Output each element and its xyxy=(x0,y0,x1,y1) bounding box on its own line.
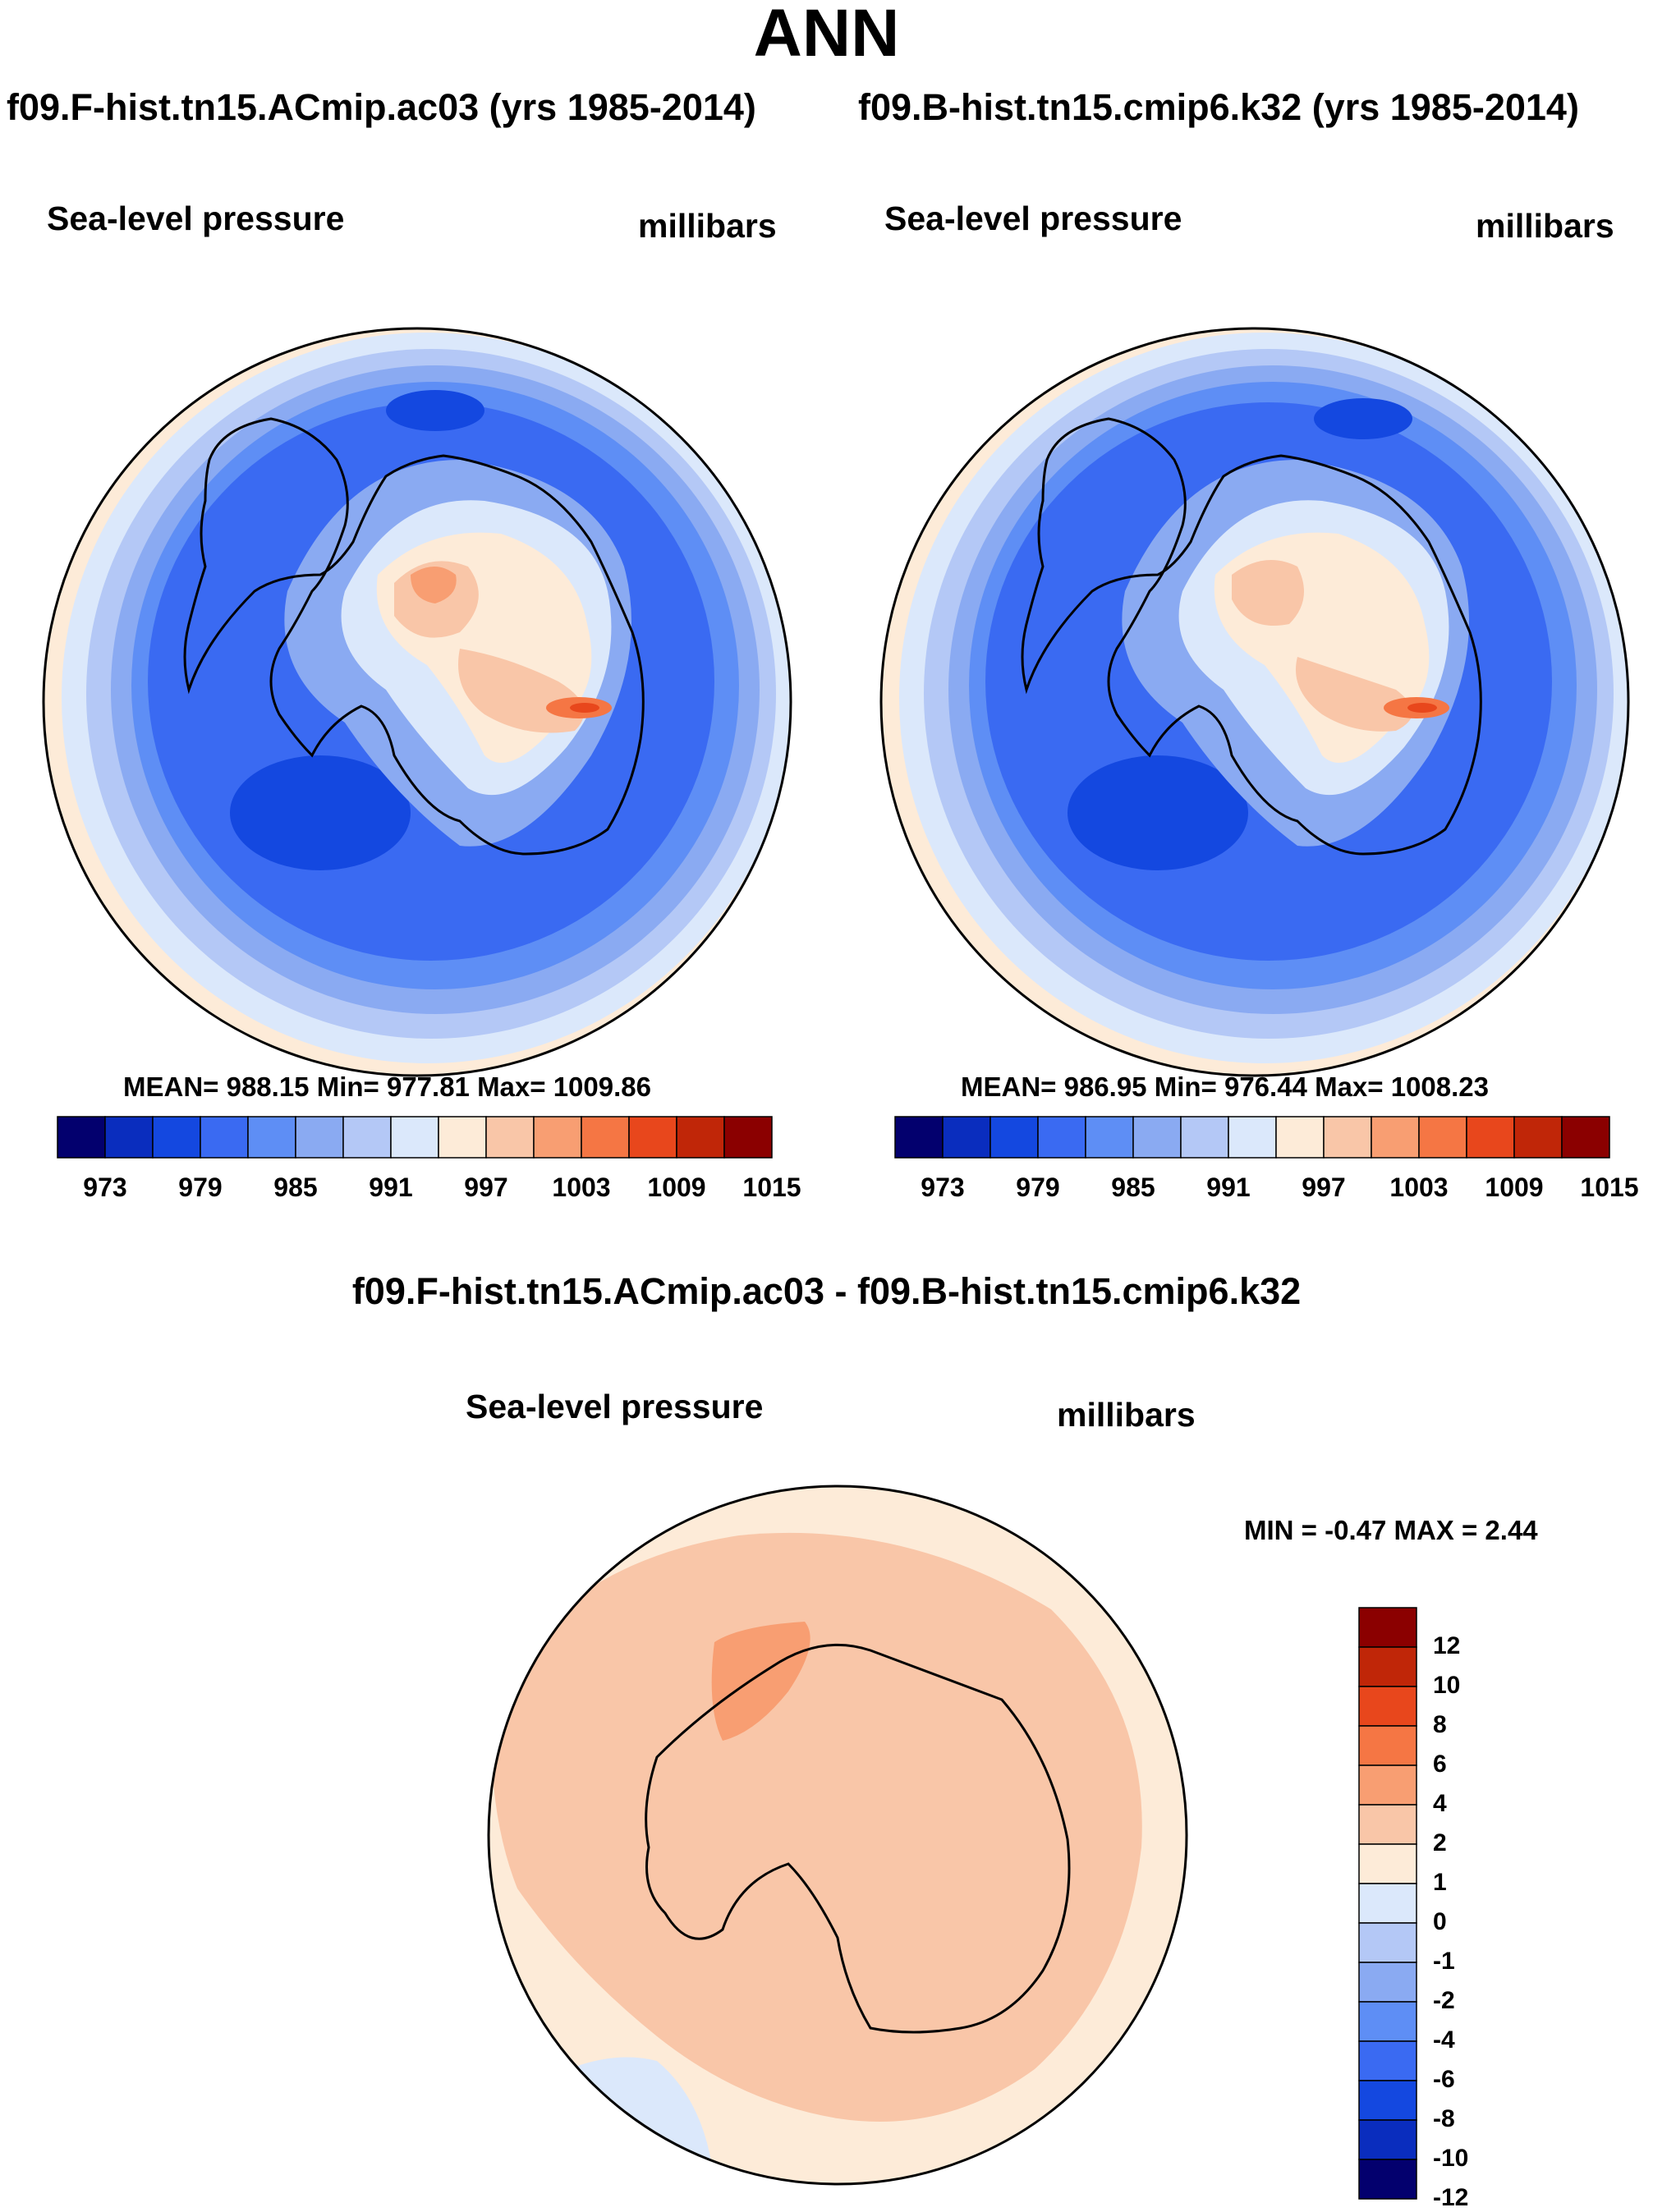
left-map xyxy=(44,328,791,1076)
diff-variable-label: Sea-level pressure xyxy=(466,1388,764,1425)
left-case-title: f09.F-hist.tn15.ACmip.ac03 (yrs 1985-201… xyxy=(7,86,756,128)
left-colorbar-box xyxy=(247,1116,296,1159)
right-colorbar-box xyxy=(942,1116,991,1159)
right-colorbar-box xyxy=(1228,1116,1277,1159)
diff-colorbar-tick: 1 xyxy=(1433,1869,1447,1896)
left-colorbar-box xyxy=(628,1116,677,1159)
diff-colorbar-box xyxy=(1358,1607,1417,1648)
diff-colorbar-tick: 2 xyxy=(1433,1829,1447,1856)
left-colorbar-tick: 997 xyxy=(464,1173,508,1202)
diff-colorbar-tick: -6 xyxy=(1433,2066,1455,2093)
diff-colorbar-box xyxy=(1358,2159,1417,2200)
right-colorbar-box xyxy=(1132,1116,1182,1159)
right-colorbar-box xyxy=(1180,1116,1229,1159)
diff-colorbar-box xyxy=(1358,1686,1417,1727)
diff-title: f09.F-hist.tn15.ACmip.ac03 - f09.B-hist.… xyxy=(351,1270,1302,1312)
right-colorbar-box xyxy=(894,1116,944,1159)
left-colorbar-box xyxy=(200,1116,249,1159)
right-map xyxy=(881,328,1628,1076)
left-variable-label: Sea-level pressure xyxy=(47,200,345,237)
right-units-label: millibars xyxy=(1476,207,1614,245)
left-map-border xyxy=(42,327,792,1077)
left-colorbar-box xyxy=(723,1116,773,1159)
diff-colorbar-tick: -2 xyxy=(1433,1987,1455,2014)
left-colorbar-box xyxy=(533,1116,582,1159)
left-colorbar-box xyxy=(57,1116,106,1159)
left-colorbar-tick: 1015 xyxy=(742,1173,801,1202)
left-stats: MEAN= 988.15 Min= 977.81 Max= 1009.86 xyxy=(123,1072,651,1102)
left-colorbar-tick: 991 xyxy=(369,1173,413,1202)
right-colorbar-tick: 1009 xyxy=(1485,1173,1544,1202)
left-colorbar-box xyxy=(581,1116,630,1159)
diff-colorbar-box xyxy=(1358,2040,1417,2081)
right-variable-label: Sea-level pressure xyxy=(884,200,1182,237)
left-colorbar-tick: 1009 xyxy=(647,1173,706,1202)
diff-map xyxy=(489,1486,1187,2184)
right-colorbar-box xyxy=(1323,1116,1372,1159)
diff-colorbar-box xyxy=(1358,2119,1417,2160)
diff-units-label: millibars xyxy=(1057,1396,1196,1434)
diff-colorbar-box xyxy=(1358,1646,1417,1687)
diff-colorbar-box xyxy=(1358,1725,1417,1766)
left-colorbar-box xyxy=(104,1116,154,1159)
figure-title: ANN xyxy=(753,0,900,71)
left-units-label: millibars xyxy=(638,207,777,245)
right-case-title: f09.B-hist.tn15.cmip6.k32 (yrs 1985-2014… xyxy=(858,86,1579,128)
left-colorbar-box xyxy=(676,1116,725,1159)
diff-colorbar-tick: -10 xyxy=(1433,2145,1469,2172)
right-colorbar-box xyxy=(1037,1116,1086,1159)
right-map-border xyxy=(879,327,1630,1077)
left-colorbar-tick: 979 xyxy=(178,1173,223,1202)
diff-colorbar-tick: -1 xyxy=(1433,1948,1455,1975)
left-colorbar-box xyxy=(295,1116,344,1159)
diff-colorbar-box xyxy=(1358,1804,1417,1845)
right-colorbar-box xyxy=(1418,1116,1467,1159)
diff-colorbar-box xyxy=(1358,2080,1417,2121)
diff-colorbar-tick: 6 xyxy=(1433,1751,1447,1778)
diff-colorbar-tick: -4 xyxy=(1433,2026,1455,2054)
diff-colorbar-tick: 10 xyxy=(1433,1672,1461,1699)
right-colorbar-box xyxy=(1513,1116,1563,1159)
right-colorbar-tick: 973 xyxy=(921,1173,965,1202)
diff-colorbar-tick: -12 xyxy=(1433,2184,1469,2211)
diff-colorbar-box xyxy=(1358,2001,1417,2042)
right-colorbar-box xyxy=(1561,1116,1610,1159)
left-colorbar-tick: 1003 xyxy=(552,1173,611,1202)
diff-colorbar-tick: -8 xyxy=(1433,2105,1455,2132)
right-colorbar-box xyxy=(990,1116,1039,1159)
right-colorbar-tick: 979 xyxy=(1016,1173,1060,1202)
right-colorbar-box xyxy=(1371,1116,1420,1159)
diff-map-border xyxy=(487,1485,1188,2186)
left-colorbar-tick: 973 xyxy=(83,1173,127,1202)
diff-colorbar-box xyxy=(1358,1843,1417,1884)
right-colorbar-tick: 991 xyxy=(1206,1173,1251,1202)
left-colorbar-box xyxy=(390,1116,439,1159)
right-colorbar-tick: 985 xyxy=(1111,1173,1155,1202)
diff-colorbar-box xyxy=(1358,1883,1417,1924)
diff-colorbar-box xyxy=(1358,1962,1417,2003)
diff-colorbar-tick: 12 xyxy=(1433,1632,1461,1659)
right-colorbar-box xyxy=(1466,1116,1515,1159)
right-colorbar-tick: 1015 xyxy=(1580,1173,1639,1202)
right-colorbar-box xyxy=(1275,1116,1325,1159)
diff-colorbar-box xyxy=(1358,1765,1417,1806)
left-colorbar-box xyxy=(342,1116,392,1159)
left-colorbar-box xyxy=(152,1116,201,1159)
diff-minmax: MIN = -0.47 MAX = 2.44 xyxy=(1244,1515,1538,1545)
left-colorbar-tick: 985 xyxy=(273,1173,318,1202)
diff-colorbar-tick: 4 xyxy=(1433,1790,1447,1817)
right-colorbar-box xyxy=(1085,1116,1134,1159)
right-colorbar-tick: 1003 xyxy=(1389,1173,1449,1202)
diff-colorbar-tick: 0 xyxy=(1433,1908,1447,1935)
right-colorbar-tick: 997 xyxy=(1302,1173,1346,1202)
diff-colorbar-box xyxy=(1358,1922,1417,1963)
left-colorbar-box xyxy=(438,1116,487,1159)
right-stats: MEAN= 986.95 Min= 976.44 Max= 1008.23 xyxy=(961,1072,1489,1102)
left-colorbar-box xyxy=(485,1116,535,1159)
diff-colorbar-tick: 8 xyxy=(1433,1711,1447,1738)
